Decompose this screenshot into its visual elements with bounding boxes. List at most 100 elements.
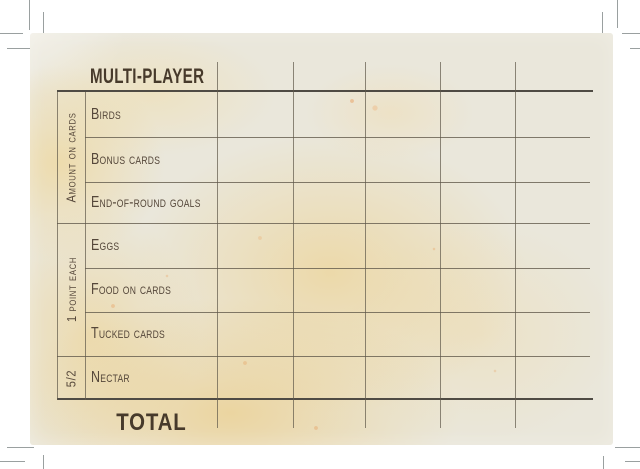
sidebar-inner-line bbox=[85, 92, 86, 400]
score-cell[interactable] bbox=[292, 356, 367, 400]
crop-mark bbox=[615, 447, 640, 448]
score-cell[interactable] bbox=[217, 223, 292, 268]
crop-mark bbox=[630, 48, 640, 49]
grid-line bbox=[85, 268, 590, 269]
column-line bbox=[365, 62, 366, 428]
grid-line bbox=[85, 312, 590, 313]
row-label-text: End-of-round goals bbox=[91, 193, 201, 211]
row-label-text: Bonus cards bbox=[91, 150, 161, 168]
row-label-nectar: Nectar bbox=[91, 356, 213, 400]
grid-line bbox=[85, 137, 590, 138]
score-row-birds bbox=[217, 92, 590, 137]
score-cell[interactable] bbox=[217, 312, 292, 356]
player-name-cell[interactable] bbox=[441, 62, 516, 92]
sidebar-group-amount-on-cards: Amount on cards bbox=[57, 92, 85, 223]
row-label-end-of-round-goals: End-of-round goals bbox=[91, 182, 213, 223]
score-cell[interactable] bbox=[366, 92, 441, 137]
total-cell[interactable] bbox=[292, 400, 367, 428]
score-cell[interactable] bbox=[217, 356, 292, 400]
score-cell[interactable] bbox=[441, 92, 516, 137]
score-row-nectar bbox=[217, 356, 590, 400]
score-cell[interactable] bbox=[441, 137, 516, 182]
total-cell[interactable] bbox=[217, 400, 292, 428]
score-cell[interactable] bbox=[515, 312, 590, 356]
score-cell[interactable] bbox=[292, 312, 367, 356]
score-cell[interactable] bbox=[441, 268, 516, 312]
row-label-bonus-cards: Bonus cards bbox=[91, 137, 213, 182]
player-name-cell[interactable] bbox=[217, 62, 292, 92]
score-cell[interactable] bbox=[217, 182, 292, 223]
total-label-text: TOTAL bbox=[115, 408, 187, 436]
card-title-text: MULTI-PLAYER bbox=[90, 65, 205, 88]
score-row-end-of-round-goals bbox=[217, 182, 590, 223]
score-cell[interactable] bbox=[515, 223, 590, 268]
crop-mark bbox=[603, 456, 604, 469]
score-cell[interactable] bbox=[292, 137, 367, 182]
column-line bbox=[293, 62, 294, 428]
score-cell[interactable] bbox=[366, 356, 441, 400]
player-name-cell[interactable] bbox=[515, 62, 590, 92]
row-label-eggs: Eggs bbox=[91, 223, 213, 268]
score-cell[interactable] bbox=[515, 137, 590, 182]
sidebar-outer-line bbox=[57, 92, 58, 400]
score-cell[interactable] bbox=[366, 268, 441, 312]
score-cell[interactable] bbox=[217, 268, 292, 312]
score-cell[interactable] bbox=[441, 312, 516, 356]
score-cell[interactable] bbox=[441, 182, 516, 223]
score-row-eggs bbox=[217, 223, 590, 268]
row-label-text: Tucked cards bbox=[91, 325, 165, 342]
grid-line bbox=[57, 223, 590, 224]
score-cell[interactable] bbox=[292, 92, 367, 137]
crop-mark bbox=[602, 12, 603, 38]
score-cell[interactable] bbox=[366, 312, 441, 356]
score-cell[interactable] bbox=[292, 268, 367, 312]
player-name-cell[interactable] bbox=[366, 62, 441, 92]
row-label-text: Food on cards bbox=[91, 281, 172, 298]
card-title: MULTI-PLAYER bbox=[90, 62, 249, 92]
crop-mark bbox=[43, 12, 44, 38]
score-row-tucked-cards bbox=[217, 312, 590, 356]
score-row-food-on-cards bbox=[217, 268, 590, 312]
score-cell[interactable] bbox=[217, 92, 292, 137]
player-name-cell[interactable] bbox=[292, 62, 367, 92]
column-line bbox=[440, 62, 441, 428]
sidebar-group-label: 5/2 bbox=[63, 369, 79, 387]
score-cell[interactable] bbox=[515, 268, 590, 312]
score-cell[interactable] bbox=[217, 137, 292, 182]
row-label-tucked-cards: Tucked cards bbox=[91, 312, 213, 356]
total-rule bbox=[57, 398, 593, 400]
sidebar-group-1-point-each: 1 point each bbox=[57, 223, 85, 356]
row-label-text: Birds bbox=[91, 105, 121, 123]
score-cell[interactable] bbox=[292, 223, 367, 268]
score-cell[interactable] bbox=[366, 137, 441, 182]
row-label-birds: Birds bbox=[91, 92, 213, 137]
row-label-text: Nectar bbox=[91, 369, 130, 386]
total-label: TOTAL bbox=[85, 400, 217, 445]
header-rule bbox=[57, 90, 593, 92]
score-cell[interactable] bbox=[366, 182, 441, 223]
crop-mark bbox=[625, 461, 640, 462]
sidebar-group-label: Amount on cards bbox=[63, 112, 79, 203]
total-cell[interactable] bbox=[366, 400, 441, 428]
crop-mark bbox=[43, 455, 44, 469]
sidebar-group-nectar-ratio: 5/2 bbox=[57, 356, 85, 400]
crop-mark bbox=[0, 461, 25, 462]
score-cell[interactable] bbox=[292, 182, 367, 223]
score-cell[interactable] bbox=[441, 223, 516, 268]
crop-mark bbox=[622, 33, 640, 34]
row-label-text: Eggs bbox=[91, 236, 120, 254]
sidebar-group-label: 1 point each bbox=[63, 256, 79, 323]
score-cell[interactable] bbox=[441, 356, 516, 400]
total-cell[interactable] bbox=[441, 400, 516, 428]
column-line bbox=[515, 62, 516, 428]
score-cell[interactable] bbox=[515, 182, 590, 223]
crop-mark bbox=[7, 48, 35, 49]
total-cell[interactable] bbox=[515, 400, 590, 428]
score-cell[interactable] bbox=[515, 92, 590, 137]
crop-mark bbox=[7, 447, 34, 448]
score-cell[interactable] bbox=[366, 223, 441, 268]
score-cell[interactable] bbox=[515, 356, 590, 400]
total-row bbox=[217, 400, 590, 428]
column-line bbox=[217, 62, 218, 428]
score-row-bonus-cards bbox=[217, 137, 590, 182]
